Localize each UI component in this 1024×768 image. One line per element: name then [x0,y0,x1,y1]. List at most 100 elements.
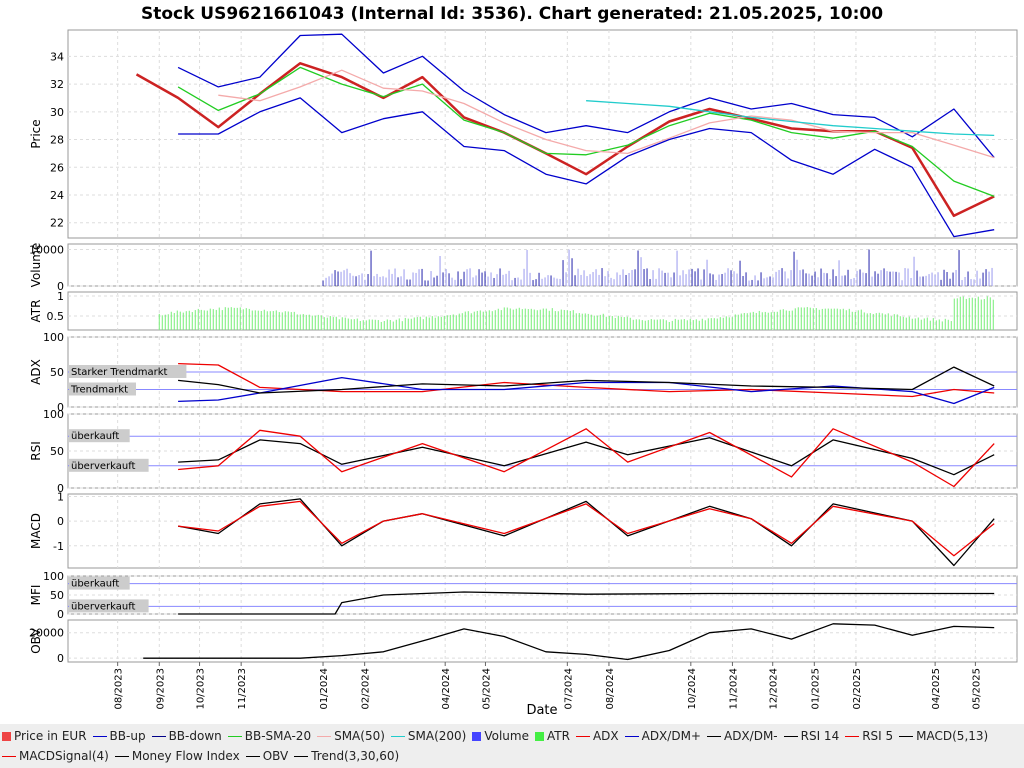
y-tick-label: 100 [43,331,64,344]
legend-item: ATR [534,726,570,746]
legend-item: RSI 5 [845,726,893,746]
threshold-label: überkauft [71,579,119,590]
panel-macd: -1 0 1 MACD [29,490,1018,569]
y-tick-label: 100 [43,570,64,583]
series-macd-5-13- [177,498,995,567]
panel-rsi: 0 50 100 RSI überkauft überverkauft [29,408,1018,495]
y-tick-label: 0 [57,401,64,414]
panel-price: 22 24 26 28 30 32 34 Price [29,29,1018,239]
legend-item: SMA(50) [317,726,385,746]
y-tick-label: 28 [50,134,64,147]
legend-swatch [151,736,166,737]
legend-label: ADX/DM+ [641,729,701,743]
legend-label: SMA(200) [407,729,467,743]
threshold-label: überverkauft [71,461,136,472]
series-adx-dm- [178,366,995,394]
legend-item: ADX/DM+ [624,726,701,746]
y-axis-label: MACD [29,513,43,549]
legend-item: BB-SMA-20 [227,726,312,746]
y-axis-label: ATR [29,300,43,323]
legend-item: RSI 14 [783,726,840,746]
legend-swatch [114,756,129,757]
legend-item: MACD(5,13) [899,726,988,746]
x-tick-label: 04/2025 [931,668,942,710]
x-tick-label: 08/2024 [605,668,616,710]
legend-label: BB-SMA-20 [244,729,312,743]
legend-label: BB-up [109,729,146,743]
series-money-flow-index [178,591,995,615]
x-tick-label: 10/2024 [687,668,698,710]
series-sma-200- [586,100,995,137]
series-bb-up [177,33,995,159]
legend-item: Volume [472,726,529,746]
x-tick-label: 09/2023 [155,668,166,710]
chart-title: Stock US9621661043 (Internal Id: 3536). … [141,4,883,24]
legend-item: BB-up [92,726,146,746]
y-tick-label: 0.5 [47,310,65,323]
panel-atr: 0.5 1 ATR [29,290,1018,331]
legend-label: RSI 14 [800,729,840,743]
series-adx [178,362,995,398]
y-tick-label: 1 [57,490,64,503]
legend-item: BB-down [151,726,222,746]
legend-swatch [624,736,639,737]
series-rsi-5 [178,428,995,488]
legend-item: Price in EUR [2,726,87,746]
legend-swatch [2,756,16,757]
x-axis-label: Date [526,703,557,718]
legend-label: Money Flow Index [131,749,240,763]
x-tick-label: 01/2025 [810,668,821,710]
series-macdsignal-4- [178,500,995,557]
legend-item: MACDSignal(4) [2,746,109,766]
legend-label: RSI 5 [862,729,894,743]
panel-adx: 0 50 100 ADX Starker Trendmarkt Trendmarkt [29,331,1018,414]
y-tick-label: 24 [50,189,64,202]
y-axis-label: MFI [29,585,43,606]
x-tick-label: 11/2023 [237,668,248,710]
legend-label: BB-down [168,729,222,743]
threshold-label: überverkauft [71,601,136,612]
x-tick-label: 05/2025 [971,668,982,710]
y-tick-label: 0 [57,482,64,495]
y-tick-label: 50 [50,589,64,602]
y-tick-label: 0 [57,280,64,293]
legend-label: ATR [546,729,570,743]
threshold-label: Trendmarkt [70,385,128,396]
legend-swatch [899,736,914,737]
annotation-bg [69,576,130,590]
series-bb-down [178,97,995,238]
legend-label: MACD(5,13) [916,729,989,743]
x-tick-label: 02/2025 [852,668,863,710]
legend-swatch [390,736,405,737]
y-tick-label: 1 [57,290,64,303]
y-tick-label: 10000 [29,243,64,256]
legend-item: OBV [245,746,288,766]
y-tick-label: 100 [43,408,64,421]
panel-frame [67,291,1018,331]
legend-label: SMA(50) [334,729,385,743]
legend-swatch [845,736,860,737]
y-axis-label: RSI [29,441,43,461]
x-tick-label: 05/2024 [481,668,492,710]
legend-swatch [227,736,242,737]
series-obv [143,623,995,661]
x-tick-label: 11/2024 [728,668,739,710]
annotation-bg [69,365,187,378]
y-tick-label: 34 [50,50,64,63]
y-tick-label: 0 [57,652,64,665]
x-tick-label: 08/2023 [114,668,125,710]
legend-swatch [317,736,332,737]
legend-swatch [575,736,590,737]
legend-swatch [534,732,544,741]
legend-label: Trend(3,30,60) [311,749,400,763]
legend-label: Price in EUR [14,729,87,743]
legend-swatch [294,756,309,757]
x-tick-label: 02/2024 [361,668,372,710]
annotation-bg [69,458,149,472]
y-tick-label: 22 [50,217,64,230]
legend-label: Volume [484,729,529,743]
legend-label: MACDSignal(4) [19,749,109,763]
